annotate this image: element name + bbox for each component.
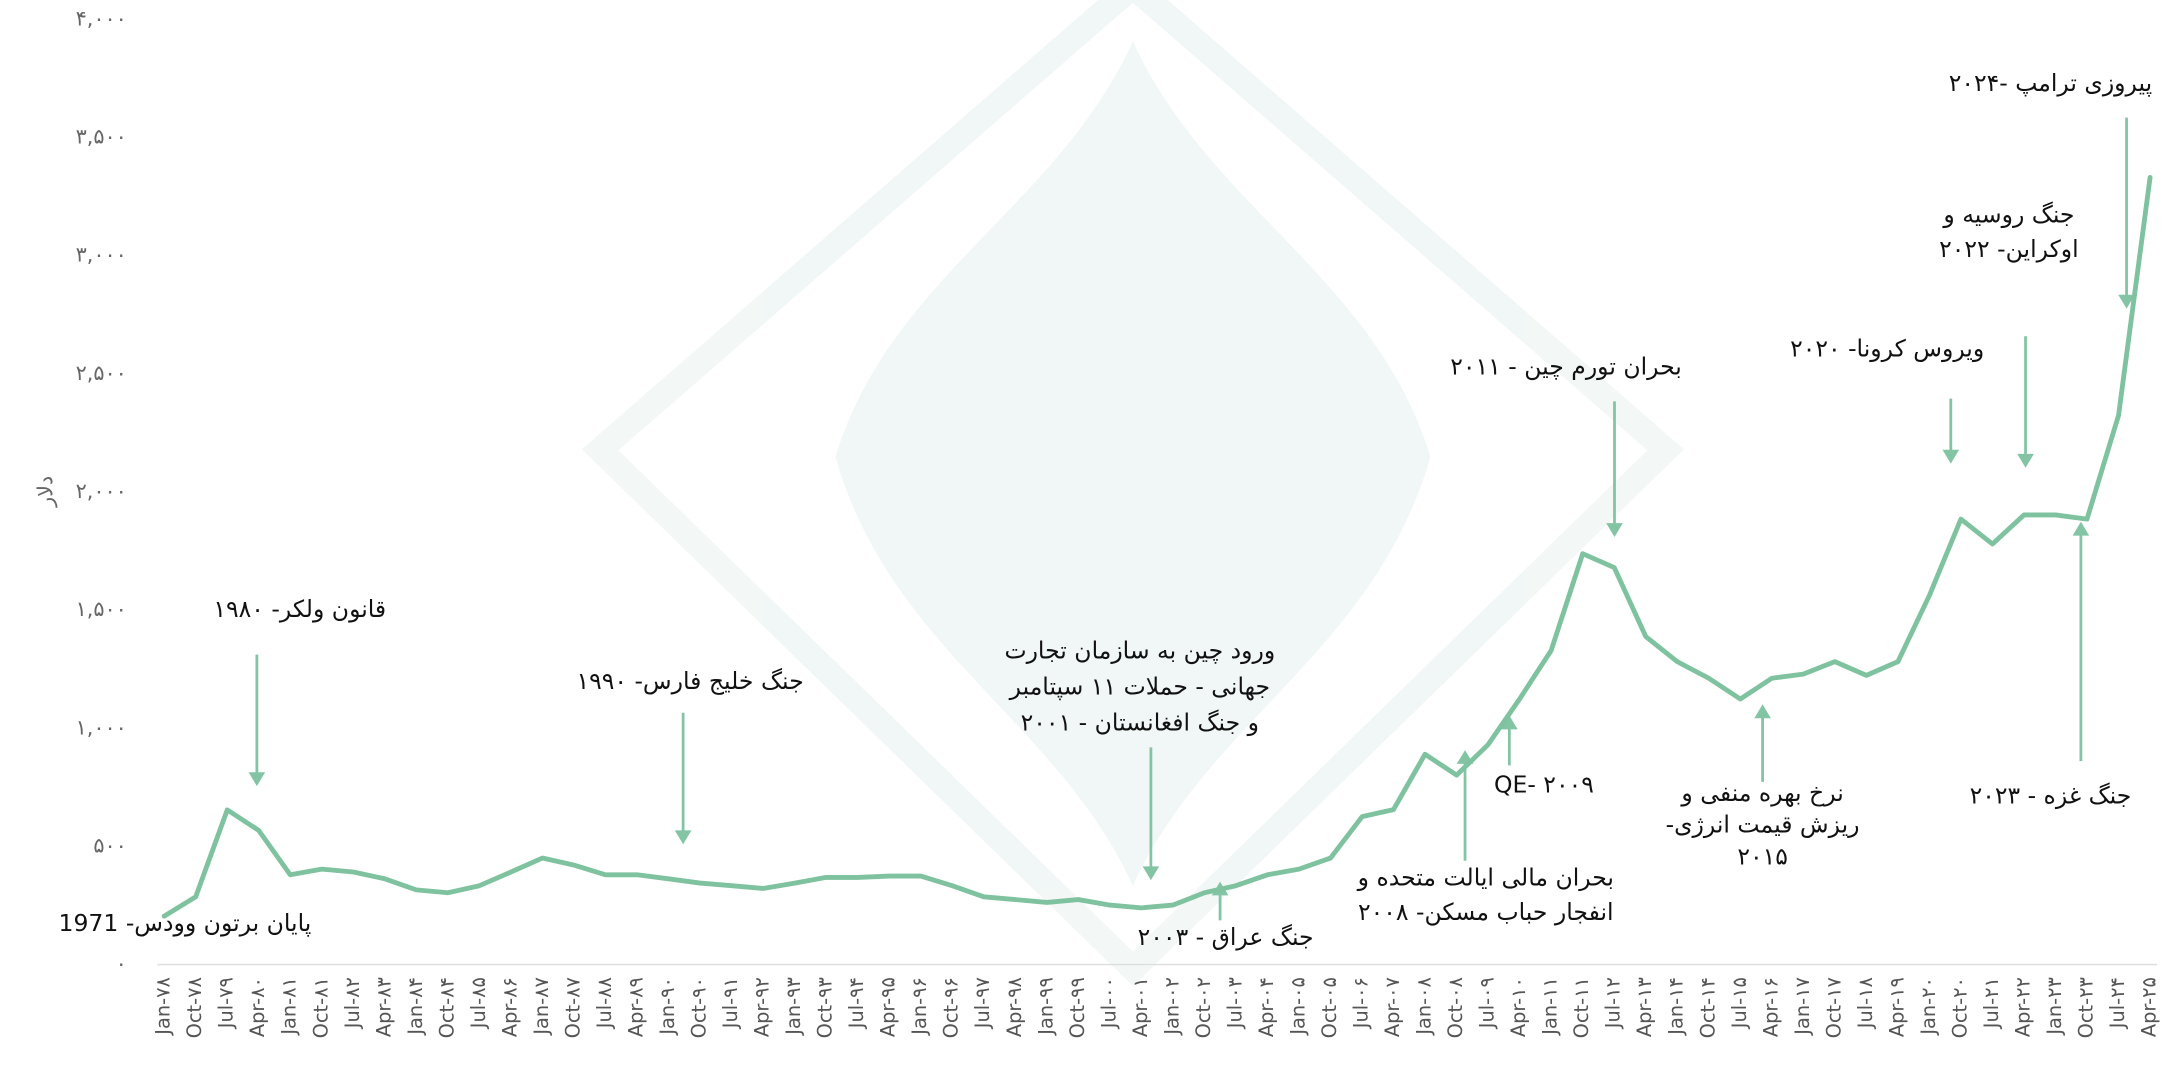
x-tick-label: Jul-۷۹ — [215, 977, 238, 1029]
x-tick-label: Apr-۸۹ — [624, 977, 647, 1037]
annotation: ریزش قیمت انرژی- — [1666, 811, 1860, 839]
x-tick-label: Apr-۱۳ — [1633, 977, 1656, 1037]
x-tick-label: Apr-۱۶ — [1759, 977, 1782, 1037]
y-tick-label: ۱,۰۰۰ — [76, 715, 127, 739]
x-tick-label: Jan-۲۰ — [1917, 977, 1940, 1036]
x-tick-label: Apr-۱۹ — [1885, 977, 1908, 1037]
x-tick-label: Jan-۱۷ — [1791, 977, 1814, 1036]
annotation: نرخ بهره منفی و — [1680, 779, 1843, 807]
x-tick-label: Oct-۱۴ — [1696, 977, 1719, 1038]
x-tick-label: Apr-۱۰ — [1507, 977, 1530, 1037]
x-tick-label: Jul-۲۱ — [1980, 977, 2003, 1029]
annotation: جنگ عراق - ۲۰۰۳ — [1138, 923, 1314, 951]
y-tick-label: ۳,۵۰۰ — [76, 125, 127, 149]
x-tick-label: Jul-۸۵ — [467, 977, 490, 1029]
annotation: و جنگ افغانستان - ۲۰۰۱ — [1021, 708, 1259, 736]
x-tick-label: Apr-۲۲ — [2011, 977, 2034, 1037]
x-tick-label: Apr-۸۶ — [498, 977, 521, 1037]
x-tick-label: Oct-۹۶ — [940, 977, 963, 1038]
y-tick-label: ۲,۵۰۰ — [76, 361, 127, 385]
x-tick-label: Apr-۹۸ — [1003, 977, 1026, 1037]
x-tick-label: Jan-۸۷ — [530, 977, 553, 1036]
x-tick-label: Oct-۹۰ — [688, 977, 711, 1038]
x-tick-label: Oct-۹۹ — [1066, 977, 1089, 1038]
x-tick-label: Oct-۸۷ — [561, 977, 584, 1038]
x-tick-label: Oct-۰۸ — [1444, 977, 1467, 1038]
x-tick-label: Jul-۸۲ — [341, 977, 364, 1029]
annotation: ۲۰۱۵ — [1737, 843, 1788, 871]
annotation: ویروس کرونا- ۲۰۲۰ — [1790, 335, 1984, 363]
annotation: اوکراین- ۲۰۲۲ — [1939, 235, 2079, 263]
x-tick-label: Oct-۲۰ — [1948, 977, 1971, 1038]
x-tick-label: Apr-۹۲ — [751, 977, 774, 1037]
annotation: جهانی - حملات ۱۱ سپتامبر — [1009, 672, 1270, 700]
y-axis-label: دلار — [34, 476, 58, 508]
x-tick-label: Oct-۰۵ — [1318, 977, 1341, 1038]
x-tick-label: Jan-۰۲ — [1160, 977, 1183, 1036]
x-tick-label: Oct-۸۱ — [309, 977, 332, 1038]
annotation: بحران تورم چین - ۲۰۱۱ — [1450, 353, 1682, 381]
x-tick-label: Jan-۹۰ — [656, 977, 679, 1036]
x-tick-label: Jul-۲۴ — [2106, 977, 2129, 1029]
x-tick-label: Jan-۹۹ — [1034, 977, 1057, 1036]
x-tick-label: Jul-۱۵ — [1728, 977, 1751, 1029]
y-tick-label: ۰ — [116, 952, 127, 976]
annotation: پیروزی ترامپ -۲۰۲۴ — [1949, 69, 2152, 97]
x-tick-label: Jul-۹۷ — [971, 977, 994, 1029]
x-tick-label: Oct-۲۳ — [2075, 977, 2098, 1038]
x-tick-label: Apr-۸۳ — [372, 977, 395, 1037]
x-tick-label: Jul-۱۸ — [1854, 977, 1877, 1029]
y-tick-label: ۵۰۰ — [93, 833, 126, 857]
x-tick-label: Oct-۱۷ — [1822, 977, 1845, 1038]
y-tick-label: ۱,۵۰۰ — [76, 597, 127, 621]
x-tick-label: Apr-۹۵ — [877, 977, 900, 1037]
x-tick-label: Apr-۰۴ — [1255, 977, 1278, 1037]
x-tick-label: Oct-۰۲ — [1192, 977, 1215, 1038]
x-tick-label: Jul-۰۶ — [1350, 977, 1373, 1029]
y-tick-label: ۲,۰۰۰ — [76, 479, 127, 503]
y-tick-label: ۴,۰۰۰ — [76, 6, 127, 30]
x-tick-label: Jan-۱۱ — [1539, 977, 1562, 1036]
x-tick-label: Apr-۸۰ — [246, 977, 269, 1037]
annotation: جنگ روسیه و — [1942, 200, 2074, 228]
x-tick-label: Oct-۸۴ — [435, 977, 458, 1038]
x-tick-label: Oct-۹۳ — [814, 977, 837, 1038]
x-tick-label: Jan-۷۸ — [152, 977, 175, 1036]
annotation: انفجار حباب مسکن- ۲۰۰۸ — [1358, 898, 1614, 926]
x-tick-label: Jan-۸۱ — [278, 977, 301, 1036]
x-tick-label: Apr-۲۵ — [2138, 977, 2161, 1037]
x-tick-label: Oct-۱۱ — [1570, 977, 1593, 1038]
x-tick-label: Jan-۹۶ — [908, 977, 931, 1036]
page: {"chart_data": { "type": "line", "y_labe… — [0, 0, 2180, 1085]
x-tick-label: Jan-۰۸ — [1413, 977, 1436, 1036]
annotation: QE- ۲۰۰۹ — [1494, 771, 1594, 799]
x-tick-label: Jul-۱۲ — [1602, 977, 1625, 1029]
x-tick-label: Jul-۹۴ — [845, 977, 868, 1029]
x-tick-label: Apr-۰۷ — [1381, 977, 1404, 1037]
x-tick-label: Jan-۹۳ — [782, 977, 805, 1036]
x-tick-label: Jul-۰۰ — [1097, 977, 1120, 1029]
x-tick-label: Oct-۷۸ — [183, 977, 206, 1038]
annotation: جنگ خلیج فارس- ۱۹۹۰ — [576, 667, 803, 695]
x-tick-label: Jan-۰۵ — [1286, 977, 1309, 1036]
x-tick-label: Jul-۹۱ — [719, 977, 742, 1029]
annotation: ورود چین به سازمان تجارت — [1004, 636, 1275, 664]
x-tick-label: Jul-۰۹ — [1476, 977, 1499, 1029]
annotation: بحران مالی ایالت متحده و — [1357, 863, 1614, 891]
annotation: پایان برتون وودس- 1971 — [58, 909, 311, 937]
watermark — [600, 0, 1666, 969]
y-tick-label: ۳,۰۰۰ — [76, 243, 127, 267]
x-tick-label: Jan-۸۴ — [404, 977, 427, 1036]
annotation: جنگ غزه - ۲۰۲۳ — [1970, 782, 2132, 810]
annotation: قانون ولکر- ۱۹۸۰ — [213, 595, 386, 623]
x-tick-label: Jul-۰۳ — [1223, 977, 1246, 1029]
x-tick-label: Jan-۲۳ — [2043, 977, 2066, 1036]
x-tick-label: Apr-۰۱ — [1129, 977, 1152, 1037]
x-tick-label: Jan-۱۴ — [1665, 977, 1688, 1036]
chart: دلار پایان برتون وودس- 1971 قانون ولکر- … — [0, 0, 2180, 1085]
x-tick-label: Jul-۸۸ — [593, 977, 616, 1029]
